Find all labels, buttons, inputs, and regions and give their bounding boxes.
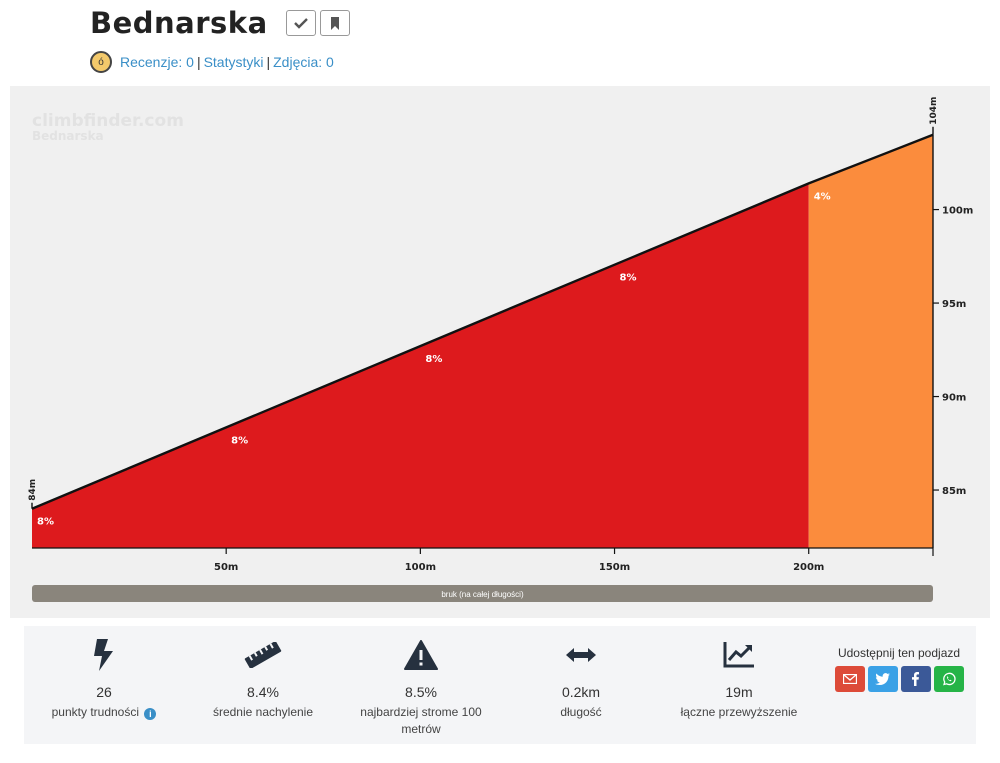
x-tick-label: 100m	[405, 562, 436, 573]
profile-segment-2	[808, 134, 933, 548]
stat-difficulty: 26 punkty trudności i	[29, 636, 179, 721]
x-tick-label: 50m	[214, 562, 238, 573]
y-tick-label: 90m	[942, 393, 966, 404]
warning-icon	[404, 640, 438, 670]
statistics-link[interactable]: Statystyki	[203, 54, 264, 70]
stat-label: długość	[560, 705, 602, 719]
stat-label: punkty trudności	[51, 705, 140, 719]
photos-link[interactable]: Zdjęcia: 0	[273, 54, 334, 70]
check-icon	[293, 18, 308, 29]
climb-badge-icon: ó	[90, 51, 112, 73]
reviews-link[interactable]: Recenzje: 0	[120, 54, 194, 70]
gradient-label-3: 8%	[425, 354, 442, 365]
arrows-horizontal-icon	[566, 648, 596, 662]
elevation-profile-panel: climbfinder.com Bednarska 8% 8% 8% 8% 4% 50m 100…	[10, 86, 990, 618]
share-facebook-button[interactable]	[900, 666, 931, 692]
stat-steepest-100m: 8.5% najbardziej strome 100 metrów	[346, 636, 496, 738]
stat-label: średnie nachylenie	[212, 705, 314, 719]
separator: |	[266, 54, 271, 70]
gradient-label-5: 4%	[814, 191, 831, 202]
x-tick-label: 200m	[793, 562, 824, 573]
y-tick-label: 95m	[942, 299, 966, 310]
end-elevation-label: 104m	[929, 97, 939, 125]
gradient-label-2: 8%	[231, 435, 248, 446]
y-tick-label: 85m	[942, 486, 966, 497]
share-twitter-button[interactable]	[867, 666, 898, 692]
climb-links: ó Recenzje: 0 | Statystyki | Zdjęcia: 0	[90, 51, 334, 73]
whatsapp-icon	[942, 672, 956, 686]
share-section: Udostępnij ten podjazd	[829, 646, 969, 692]
x-tick-label: 150m	[599, 562, 630, 573]
page-title: Bednarska	[90, 6, 268, 40]
stat-average-gradient: 8.4% średnie nachylenie	[188, 636, 338, 721]
y-tick-label: 100m	[942, 206, 973, 217]
info-icon[interactable]: i	[144, 708, 157, 720]
lightning-icon	[94, 639, 113, 671]
envelope-icon	[842, 674, 857, 684]
profile-line	[31, 133, 934, 510]
surface-label: bruk (na całej długości)	[441, 590, 524, 599]
stat-length: 0.2km długość	[506, 636, 656, 721]
share-whatsapp-button[interactable]	[933, 666, 964, 692]
stat-value: 19m	[725, 684, 753, 700]
stat-value: 8.5%	[405, 684, 437, 700]
ruler-icon	[244, 642, 282, 668]
share-email-button[interactable]	[834, 666, 865, 692]
facebook-icon	[912, 672, 919, 686]
stat-label: najbardziej strome 100 metrów	[360, 705, 482, 736]
bookmark-icon	[330, 16, 339, 30]
start-elevation-label: 84m	[28, 479, 38, 501]
twitter-icon	[875, 673, 890, 685]
stat-label: łączne przewyższenie	[680, 705, 798, 719]
gradient-label-1: 8%	[37, 517, 54, 528]
stat-total-ascent: 19m łączne przewyższenie	[664, 636, 814, 721]
share-label: Udostępnij ten podjazd	[837, 646, 961, 660]
header: Bednarska	[90, 6, 350, 40]
gradient-label-4: 8%	[620, 273, 637, 284]
separator: |	[196, 54, 201, 70]
watermark-climb-name: Bednarska	[32, 129, 104, 143]
stat-value: 8.4%	[247, 684, 279, 700]
stat-value: 0.2km	[561, 684, 601, 700]
watermark-site: climbfinder.com	[32, 111, 184, 131]
surface-bar	[32, 585, 933, 602]
stats-panel: 26 punkty trudności i 8.4% średnie nachy…	[24, 626, 976, 744]
stat-value: 26	[96, 684, 112, 700]
mark-done-button[interactable]	[285, 10, 316, 36]
chart-line-icon	[723, 642, 754, 668]
profile-segment-1	[32, 183, 809, 548]
bookmark-button[interactable]	[319, 10, 350, 36]
